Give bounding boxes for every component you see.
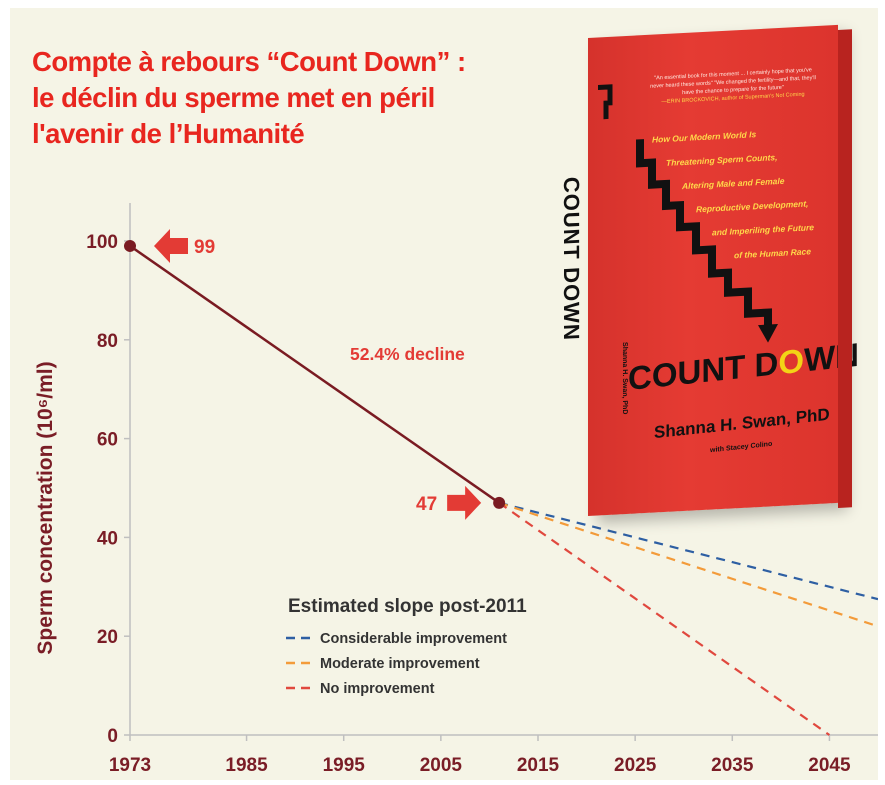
legend-title: Estimated slope post-2011 xyxy=(288,596,527,617)
decline-label: 52.4% decline xyxy=(350,344,465,364)
end-data-point xyxy=(493,496,506,509)
series-group xyxy=(129,244,878,736)
page-headline: Compte à rebours “Count Down” : le décli… xyxy=(32,44,592,152)
start-value-label: 99 xyxy=(194,237,215,258)
x-tick-label: 1985 xyxy=(225,755,268,776)
book-spine-edge xyxy=(838,29,852,508)
book-spine-title: COUNT DOWN xyxy=(559,176,584,342)
legend-label-moderate: Moderate improvement xyxy=(320,656,480,672)
start-data-point xyxy=(124,239,136,252)
series-line-none xyxy=(498,501,831,736)
headline-line-2: le déclin du sperme met en péril xyxy=(32,82,435,113)
book-cover-image: "An essential book for this moment ... I… xyxy=(559,24,859,518)
y-tick-label: 0 xyxy=(107,726,118,747)
staircase-arrow-icon xyxy=(598,84,778,343)
y-tick-label: 100 xyxy=(86,232,118,253)
x-tick-label: 2025 xyxy=(614,755,657,776)
series-line-measured xyxy=(129,244,500,504)
y-axis-title: Sperm concentration (10⁶/ml) xyxy=(34,361,57,654)
legend: Estimated slope post-2011 Considerable im… xyxy=(286,596,527,697)
y-tick-label: 20 xyxy=(97,627,118,648)
x-tick-label: 2035 xyxy=(711,755,754,776)
start-arrow-icon xyxy=(154,228,188,263)
y-tick-label: 80 xyxy=(97,331,118,352)
y-tick-label: 60 xyxy=(97,430,118,451)
x-tick-label: 1973 xyxy=(109,755,151,776)
x-tick-label: 2005 xyxy=(420,755,463,776)
y-tick-label: 40 xyxy=(97,528,118,549)
sperm-count-chart: 0 20 40 60 80 100 1973 1985 1995 2005 2015 2025 2035… xyxy=(34,203,878,776)
x-tick-label: 2045 xyxy=(808,755,851,776)
infographic-panel: 0 20 40 60 80 100 1973 1985 1995 2005 2015 2025 2035… xyxy=(10,8,878,780)
labels-group: 99 47 52.4% decline xyxy=(154,228,482,520)
headline-line-3: l'avenir de l’Humanité xyxy=(32,118,305,149)
end-value-label: 47 xyxy=(416,494,437,515)
end-arrow-icon xyxy=(447,485,482,520)
legend-label-none: No improvement xyxy=(320,681,435,697)
markers-group xyxy=(124,239,506,509)
headline-line-1: Compte à rebours “Count Down” : xyxy=(32,46,466,77)
x-tick-label: 1995 xyxy=(323,755,366,776)
legend-label-considerable: Considerable improvement xyxy=(320,631,507,647)
series-line-considerable xyxy=(498,501,878,601)
axis-group: 0 20 40 60 80 100 1973 1985 1995 2005 2015 2025 2035… xyxy=(34,203,878,776)
x-tick-label: 2015 xyxy=(517,755,560,776)
book-spine-author: Shanna H. Swan, PhD xyxy=(621,341,628,415)
book-front: "An essential book for this moment ... I… xyxy=(559,24,859,516)
series-line-moderate xyxy=(498,501,878,628)
